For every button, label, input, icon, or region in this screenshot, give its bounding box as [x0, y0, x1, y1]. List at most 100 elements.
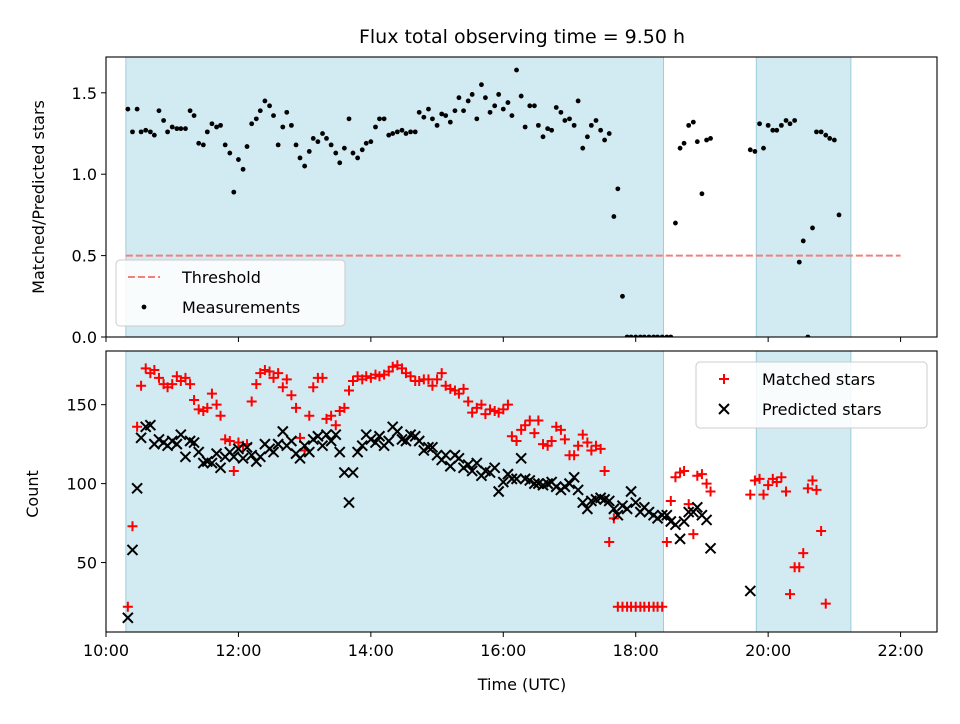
top-y-tick-label: 0.5 — [72, 247, 97, 266]
top-point — [774, 127, 780, 133]
top-point — [125, 106, 131, 112]
top-point — [240, 166, 246, 172]
top-point — [328, 142, 334, 148]
top-legend-swatch-dot — [141, 304, 147, 310]
top-point — [655, 334, 660, 337]
bottom-point — [343, 496, 355, 509]
bottom-point — [515, 452, 527, 465]
top-point — [209, 121, 215, 127]
top-point — [341, 145, 347, 151]
top-point — [169, 124, 175, 130]
top-point — [412, 129, 418, 135]
bottom-x-tick-label: 16:00 — [480, 641, 526, 660]
top-point — [456, 95, 462, 101]
top-point — [271, 113, 276, 119]
top-point — [284, 109, 290, 115]
top-point — [792, 118, 798, 123]
top-point — [310, 135, 316, 141]
bottom-point — [426, 441, 439, 454]
top-legend-label: Threshold — [181, 268, 261, 287]
top-point — [204, 129, 210, 135]
top-panel: 0.0 0.5 1.0 1.5 Threshold Measurements — [72, 56, 938, 347]
top-y-tick-label: 1.5 — [72, 84, 97, 103]
bottom-point — [445, 383, 456, 394]
bottom-point — [245, 449, 258, 461]
top-point — [761, 145, 766, 151]
top-point — [827, 135, 833, 141]
bottom-point — [453, 452, 465, 465]
top-point — [416, 109, 422, 115]
bottom-point — [705, 486, 716, 497]
top-point — [770, 127, 776, 133]
top-point — [143, 127, 149, 133]
bottom-point — [259, 364, 270, 375]
bottom-point — [604, 537, 615, 548]
bottom-point — [210, 447, 223, 460]
bottom-point — [758, 489, 769, 500]
top-point — [778, 122, 784, 128]
bottom-point — [506, 431, 517, 442]
bottom-point — [246, 396, 257, 407]
bottom-point — [497, 476, 509, 488]
bottom-point — [339, 402, 350, 413]
top-point — [514, 67, 519, 73]
bottom-point — [546, 435, 557, 446]
bottom-point — [538, 439, 549, 450]
bottom-point — [581, 503, 594, 515]
bottom-point — [744, 585, 756, 597]
top-point — [183, 126, 188, 132]
bottom-point — [661, 509, 673, 521]
bottom-point — [391, 425, 404, 438]
top-y-tick-label: 0.0 — [72, 328, 97, 347]
top-point — [752, 149, 758, 154]
top-point — [430, 116, 435, 122]
top-point — [677, 145, 683, 151]
bottom-point — [153, 372, 164, 383]
bottom-point — [175, 428, 187, 441]
bottom-point — [573, 440, 584, 451]
bottom-point — [621, 503, 633, 515]
bottom-point — [193, 404, 204, 415]
bottom-point — [781, 486, 792, 497]
bottom-point — [665, 495, 676, 506]
bottom-point — [228, 451, 240, 463]
top-point — [421, 114, 427, 120]
top-point — [668, 334, 674, 337]
top-legend: Threshold Measurements — [115, 259, 346, 327]
top-point — [487, 109, 493, 115]
top-point — [461, 108, 466, 114]
bottom-point — [303, 446, 315, 458]
bottom-point — [625, 485, 637, 498]
top-point — [249, 121, 255, 127]
top-point — [584, 134, 590, 140]
bottom-x-tick-label: 12:00 — [215, 641, 261, 660]
bottom-point — [670, 472, 681, 483]
top-point — [386, 132, 392, 138]
top-point — [346, 116, 352, 122]
bottom-point — [254, 451, 266, 463]
bottom-point — [678, 515, 690, 528]
bottom-point — [132, 421, 143, 432]
top-point — [289, 122, 294, 128]
top-point — [227, 150, 233, 156]
top-point — [522, 124, 528, 130]
bottom-point — [510, 473, 523, 485]
bottom-point — [466, 465, 478, 477]
top-point — [320, 131, 325, 136]
top-y-tick-label: 1.0 — [72, 165, 97, 184]
bottom-point — [586, 445, 597, 456]
bottom-point — [232, 443, 245, 455]
top-point — [593, 118, 599, 123]
top-point — [532, 103, 537, 109]
top-point — [465, 98, 471, 104]
bottom-point — [281, 374, 292, 385]
bottom-point — [763, 480, 774, 491]
bottom-legend-swatch-x — [718, 403, 730, 415]
top-point — [659, 334, 665, 337]
bottom-point — [126, 544, 139, 556]
bottom-point — [488, 462, 501, 474]
top-point — [805, 334, 811, 337]
top-point — [280, 124, 286, 130]
bottom-point — [563, 477, 576, 490]
top-point — [214, 124, 219, 130]
